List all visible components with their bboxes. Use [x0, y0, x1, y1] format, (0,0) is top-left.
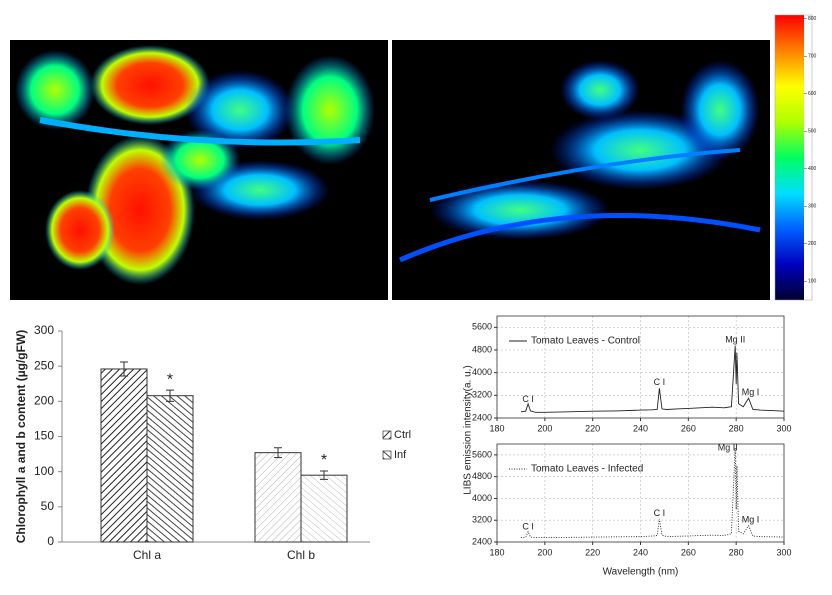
x-tick-label: Chl b	[287, 548, 315, 562]
spectrum-line	[520, 345, 785, 413]
x-tick-label: 300	[776, 547, 791, 557]
peak-label: C I	[654, 377, 666, 387]
colorbar	[775, 15, 804, 300]
colorbar-frame	[774, 14, 813, 301]
significance-mark: *	[167, 371, 173, 388]
bar	[100, 368, 148, 543]
colorbar-tick-label: 700	[808, 54, 817, 60]
legend-label: Inf	[394, 449, 407, 461]
error-bar	[320, 470, 328, 480]
y-tick-label: 300	[34, 323, 54, 337]
error-bar	[120, 361, 128, 377]
legend-label: Tomato Leaves - Control	[531, 336, 640, 347]
x-tick-label: 220	[585, 547, 600, 557]
y-tick-label: 4800	[472, 471, 492, 481]
x-tick-label: 260	[681, 547, 696, 557]
peak-label: Mg II	[725, 334, 745, 344]
y-tick-label: 2400	[472, 412, 492, 422]
bar	[254, 452, 302, 543]
x-tick-label: 240	[633, 423, 648, 433]
plot-frame	[496, 315, 785, 419]
y-tick-label: 5600	[472, 322, 492, 332]
x-tick-label: 200	[537, 547, 552, 557]
peak-label: C I	[522, 521, 534, 531]
bar	[146, 395, 194, 543]
error-bar	[274, 447, 282, 459]
y-tick-label: 250	[34, 358, 54, 372]
legend-label: Tomato Leaves - Infected	[531, 464, 643, 475]
image-control	[10, 40, 388, 300]
y-tick-label: 0	[47, 534, 54, 548]
y-tick-label: 4000	[472, 367, 492, 377]
colorbar-tick-label: 200	[808, 241, 817, 247]
x-tick-label: 220	[585, 423, 600, 433]
x-axis-label: Wavelength (nm)	[603, 567, 679, 578]
legend-swatch	[382, 430, 392, 440]
error-bar	[166, 389, 174, 402]
significance-mark: *	[321, 452, 327, 469]
y-tick-label: 4800	[472, 344, 492, 354]
legend-swatch	[382, 450, 392, 460]
y-axis-label: LIBS emission intensity(a. u.)	[463, 365, 474, 495]
image-infected	[392, 40, 770, 300]
spectrum-line	[520, 448, 785, 539]
colorbar-tick-label: 300	[808, 204, 817, 210]
x-tick-label: 180	[489, 547, 504, 557]
y-tick-label: 150	[34, 429, 54, 443]
y-tick-label: 4000	[472, 493, 492, 503]
peak-label: Mg I	[742, 515, 760, 525]
x-tick-label: 180	[489, 423, 504, 433]
y-tick-label: 100	[34, 464, 54, 478]
x-tick-label: 200	[537, 423, 552, 433]
plot-frame	[496, 443, 785, 543]
bar	[300, 474, 348, 543]
y-tick-label: 5600	[472, 449, 492, 459]
x-tick-label: 300	[776, 423, 791, 433]
x-tick-label: 260	[681, 423, 696, 433]
x-tick-label: 280	[729, 423, 744, 433]
peak-label: C I	[654, 508, 666, 518]
peak-label: C I	[522, 394, 534, 404]
y-tick-label: 200	[34, 394, 54, 408]
colorbar-tick-label: 400	[808, 166, 817, 172]
peak-label: Mg II	[718, 442, 738, 452]
y-tick-label: 3200	[472, 515, 492, 525]
peak-label: Mg I	[742, 387, 760, 397]
x-tick-label: 240	[633, 547, 648, 557]
colorbar-tick-label: 800	[808, 16, 817, 22]
y-axis-label: Chlorophyll a and b content (µg/gFW)	[14, 330, 28, 544]
y-tick-label: 3200	[472, 390, 492, 400]
y-tick-label: 2400	[472, 536, 492, 546]
x-tick-label: 280	[729, 547, 744, 557]
x-tick-label: Chl a	[133, 548, 161, 562]
y-tick-label: 50	[41, 499, 55, 513]
legend-label: Ctrl	[394, 429, 411, 441]
colorbar-tick-label: 500	[808, 129, 817, 135]
colorbar-tick-label: 100	[808, 279, 817, 285]
colorbar-tick-label: 600	[808, 91, 817, 97]
